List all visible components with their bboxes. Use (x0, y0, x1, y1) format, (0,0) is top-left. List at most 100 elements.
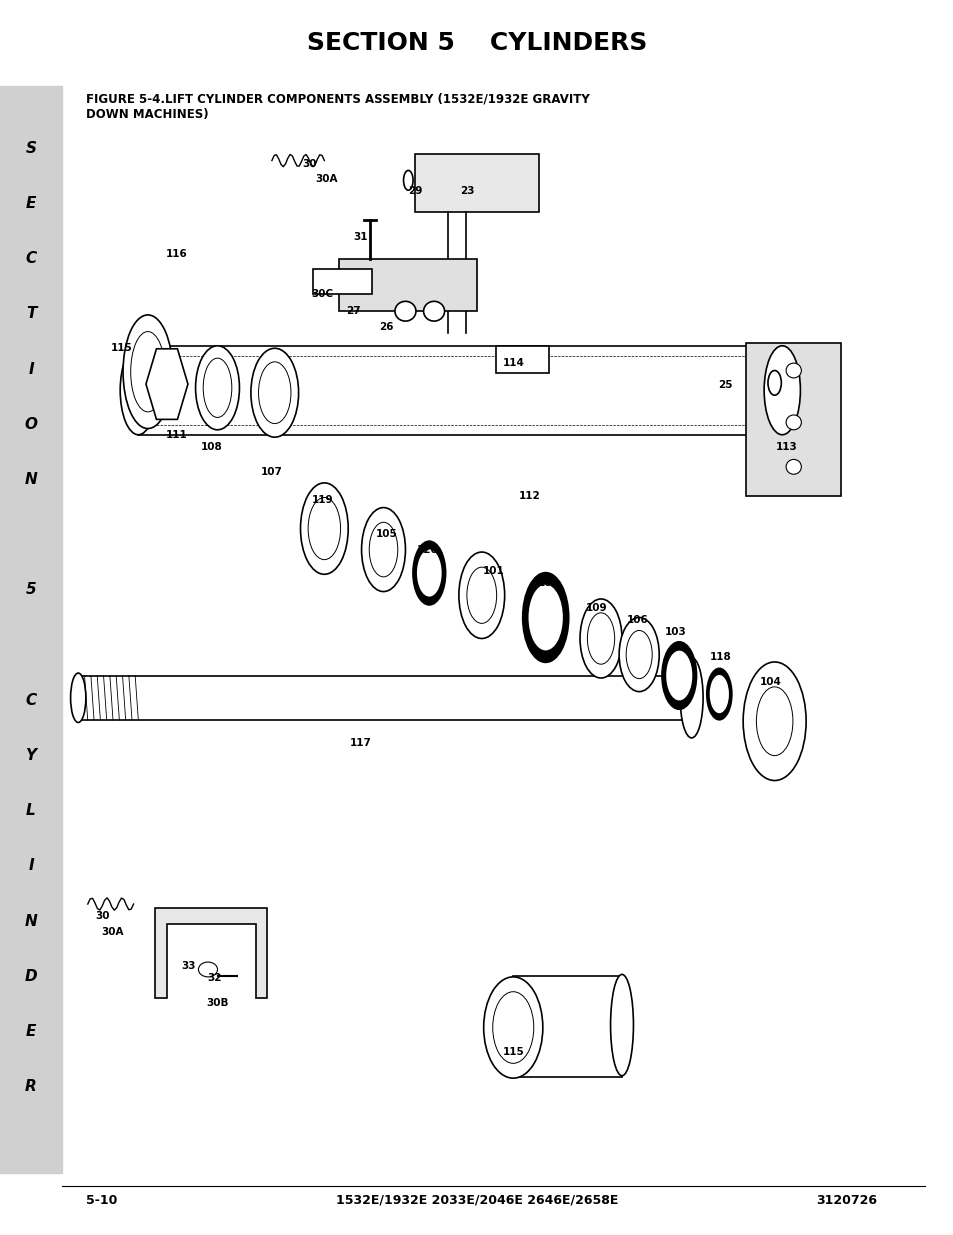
Text: 115: 115 (112, 343, 132, 353)
Ellipse shape (251, 348, 298, 437)
Text: 101: 101 (483, 566, 504, 576)
Text: C: C (26, 693, 36, 708)
Text: 106: 106 (626, 615, 647, 625)
Ellipse shape (258, 362, 291, 424)
Ellipse shape (423, 301, 444, 321)
Ellipse shape (492, 992, 534, 1063)
Ellipse shape (195, 346, 239, 430)
Text: 109: 109 (585, 603, 606, 613)
Ellipse shape (403, 170, 413, 190)
Text: 102: 102 (537, 578, 558, 588)
Text: 26: 26 (378, 322, 394, 332)
Ellipse shape (416, 550, 441, 597)
Ellipse shape (767, 370, 781, 395)
Text: 115: 115 (502, 1047, 523, 1057)
Text: 5: 5 (26, 583, 36, 598)
Text: T: T (26, 306, 36, 321)
Text: 30: 30 (95, 911, 111, 921)
Text: 1532E/1932E 2033E/2046E 2646E/2658E: 1532E/1932E 2033E/2046E 2646E/2658E (335, 1194, 618, 1207)
Text: 113: 113 (776, 442, 797, 452)
Text: 120: 120 (416, 545, 437, 555)
Ellipse shape (395, 301, 416, 321)
Ellipse shape (361, 508, 405, 592)
Text: N: N (25, 914, 37, 929)
Text: SECTION 5    CYLINDERS: SECTION 5 CYLINDERS (307, 31, 646, 56)
Ellipse shape (579, 599, 621, 678)
Text: 30C: 30C (311, 289, 334, 299)
Ellipse shape (528, 584, 562, 651)
Polygon shape (313, 269, 372, 294)
Text: 31: 31 (353, 232, 368, 242)
Ellipse shape (709, 676, 728, 713)
Text: 117: 117 (350, 739, 371, 748)
Ellipse shape (123, 315, 172, 429)
Text: E: E (26, 196, 36, 211)
Text: C: C (26, 251, 36, 266)
Polygon shape (78, 676, 691, 720)
Polygon shape (138, 346, 781, 435)
Ellipse shape (308, 498, 340, 559)
Ellipse shape (203, 358, 232, 417)
Text: E: E (26, 1024, 36, 1039)
Text: S: S (26, 141, 36, 156)
Text: 25: 25 (717, 380, 732, 390)
Text: 111: 111 (166, 430, 187, 440)
Text: 30A: 30A (101, 927, 124, 937)
Text: O: O (25, 416, 37, 432)
Text: L: L (26, 803, 36, 819)
Polygon shape (146, 348, 188, 420)
Text: 105: 105 (375, 529, 396, 538)
Text: 107: 107 (261, 467, 282, 477)
Bar (0, 86, 62, 1173)
Text: 118: 118 (709, 652, 730, 662)
Polygon shape (415, 154, 538, 212)
Polygon shape (154, 908, 267, 998)
Ellipse shape (610, 974, 633, 1076)
Text: 33: 33 (181, 961, 196, 971)
Text: R: R (25, 1079, 37, 1094)
Text: I: I (29, 362, 33, 377)
Ellipse shape (120, 346, 156, 435)
Text: 30B: 30B (206, 998, 229, 1008)
Text: 23: 23 (459, 186, 475, 196)
Ellipse shape (618, 618, 659, 692)
Ellipse shape (521, 572, 569, 663)
Text: 30A: 30A (314, 174, 337, 184)
Ellipse shape (679, 657, 702, 737)
Ellipse shape (458, 552, 504, 638)
Text: 29: 29 (407, 186, 422, 196)
Polygon shape (745, 343, 841, 496)
Text: 116: 116 (166, 249, 187, 259)
Ellipse shape (587, 613, 614, 664)
Ellipse shape (71, 673, 86, 722)
Ellipse shape (131, 331, 165, 412)
Ellipse shape (785, 363, 801, 378)
Text: 114: 114 (502, 358, 523, 368)
Text: FIGURE 5-4.LIFT CYLINDER COMPONENTS ASSEMBLY (1532E/1932E GRAVITY
DOWN MACHINES): FIGURE 5-4.LIFT CYLINDER COMPONENTS ASSE… (86, 93, 589, 121)
Text: 108: 108 (201, 442, 222, 452)
Ellipse shape (466, 567, 497, 624)
Ellipse shape (763, 346, 800, 435)
Ellipse shape (785, 415, 801, 430)
Bar (496, 346, 548, 373)
Text: I: I (29, 858, 33, 873)
Ellipse shape (665, 651, 692, 700)
Text: 32: 32 (207, 973, 222, 983)
Text: 119: 119 (312, 495, 333, 505)
Ellipse shape (198, 962, 217, 977)
Text: 30: 30 (302, 159, 317, 169)
Ellipse shape (412, 541, 446, 605)
Polygon shape (338, 259, 476, 311)
Text: 103: 103 (664, 627, 685, 637)
Ellipse shape (705, 667, 732, 721)
Text: D: D (25, 969, 37, 984)
Ellipse shape (300, 483, 348, 574)
Ellipse shape (742, 662, 805, 781)
Ellipse shape (625, 631, 652, 679)
Ellipse shape (785, 459, 801, 474)
Ellipse shape (483, 977, 542, 1078)
Text: Y: Y (26, 748, 36, 763)
Text: 112: 112 (518, 492, 539, 501)
Text: 104: 104 (760, 677, 781, 687)
Polygon shape (513, 976, 621, 1077)
